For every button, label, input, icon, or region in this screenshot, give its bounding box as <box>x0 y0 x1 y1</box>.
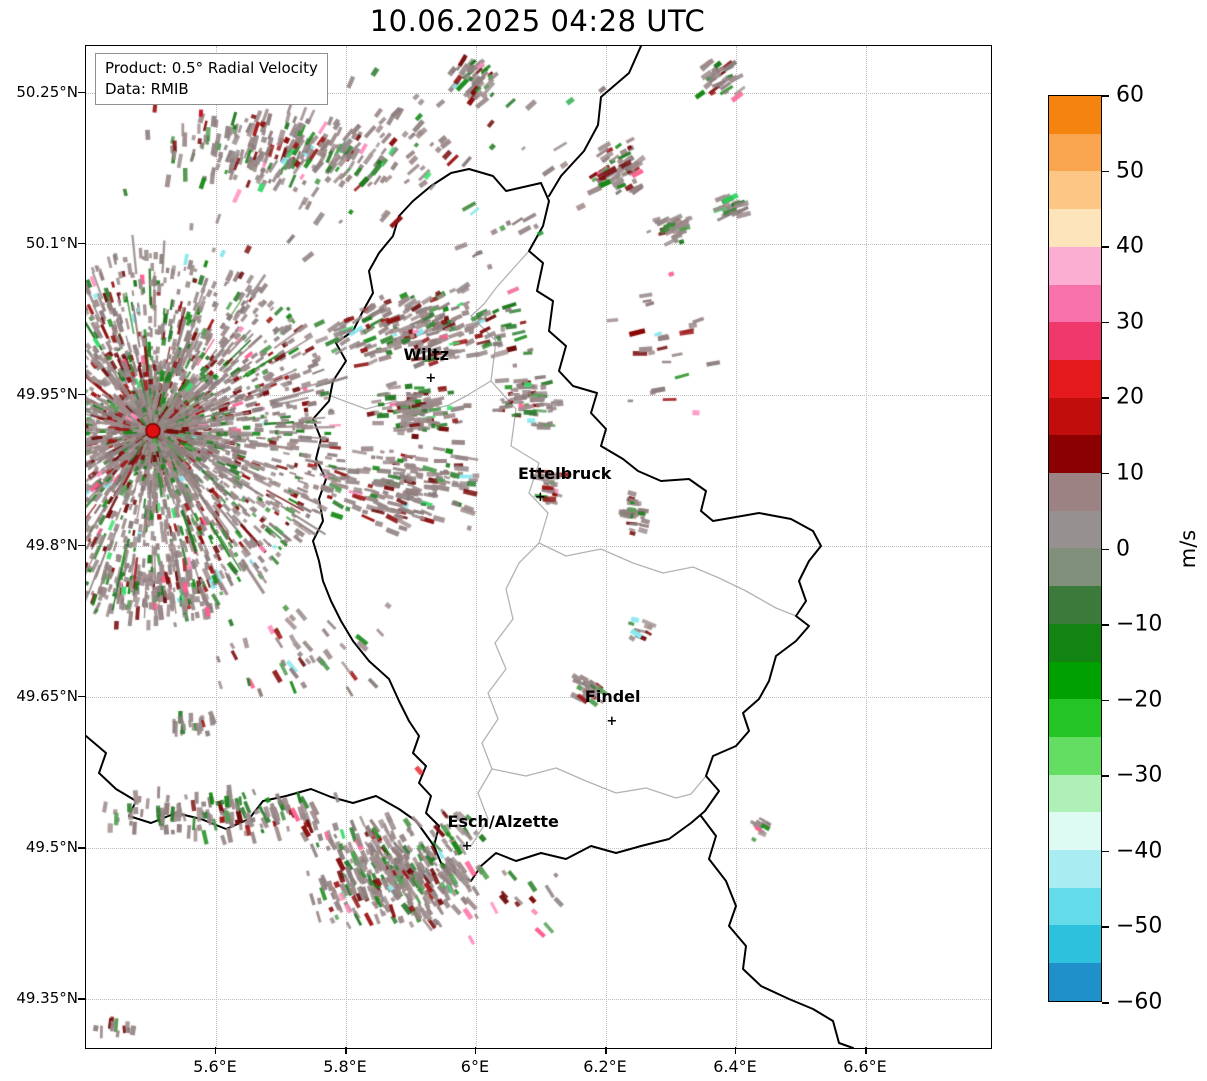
colorbar-segment <box>1049 510 1101 549</box>
colorbar-tick-mark <box>1102 397 1109 399</box>
city-label: Wiltz <box>403 344 450 364</box>
cities-layer: Wiltz + Ettelbruck + Findel + Esch/Alzette + <box>86 46 991 1048</box>
colorbar-tick-label: −40 <box>1116 838 1163 864</box>
colorbar-tick-mark <box>1102 170 1109 173</box>
colorbar-segment <box>1049 661 1101 700</box>
colorbar-tick-label: 0 <box>1116 536 1130 561</box>
y-tick-label: 49.8°N <box>25 535 78 554</box>
colorbar-segment <box>1049 623 1101 662</box>
x-tick-label: 6.2°E <box>583 1057 627 1076</box>
colorbar-segment <box>1049 548 1101 587</box>
y-tick-mark <box>78 91 85 94</box>
y-tick-mark <box>78 695 85 698</box>
city-marker-icon: + <box>534 489 546 505</box>
x-tick-label: 6°E <box>460 1057 490 1076</box>
figure-title: 10.06.2025 04:28 UTC <box>369 4 706 38</box>
y-tick-mark <box>78 544 85 547</box>
colorbar-segment <box>1049 284 1101 323</box>
y-tick-label: 50.1°N <box>25 233 78 252</box>
colorbar-segment <box>1049 209 1101 247</box>
colorbar-tick-label: −10 <box>1116 611 1163 637</box>
colorbar-tick-mark <box>1102 321 1109 324</box>
colorbar-tick-label: −50 <box>1116 913 1163 939</box>
colorbar-tick-label: 10 <box>1116 460 1144 486</box>
x-tick-label: 5.6°E <box>193 1057 237 1076</box>
x-tick-label: 5.8°E <box>323 1057 367 1076</box>
colorbar-tick-mark <box>1102 850 1109 853</box>
colorbar-unit-label: m/s <box>1176 529 1200 568</box>
colorbar-gradient <box>1048 95 1102 1002</box>
colorbar-tick-label: −60 <box>1116 989 1163 1015</box>
colorbar-segment <box>1049 963 1101 1001</box>
city-label: Ettelbruck <box>518 463 612 483</box>
colorbar-segment <box>1049 96 1101 134</box>
colorbar-segment <box>1049 171 1101 210</box>
y-tick-label: 49.5°N <box>25 838 78 856</box>
colorbar-tick-mark <box>1102 775 1109 777</box>
colorbar-tick-label: −20 <box>1116 687 1163 713</box>
colorbar-segment <box>1049 736 1101 775</box>
colorbar-tick-label: 20 <box>1116 384 1144 410</box>
x-tick-label: 6.4°E <box>713 1057 757 1076</box>
y-tick-mark <box>78 393 85 396</box>
colorbar-tick-label: 50 <box>1116 158 1144 184</box>
y-tick-mark <box>78 998 85 1000</box>
colorbar-tick-mark <box>1102 95 1109 97</box>
product-annotation: Product: 0.5° Radial Velocity Data: RMIB <box>95 53 328 105</box>
colorbar-segment <box>1049 435 1101 474</box>
city-label: Esch/Alzette <box>447 811 559 831</box>
colorbar-tick-label: 60 <box>1116 82 1144 108</box>
colorbar-segment <box>1049 887 1101 926</box>
colorbar: 60 50 40 30 20 10 0 −10 −20 −30 −40 −50 −60 m/s <box>1048 83 1206 1015</box>
colorbar-tick-mark <box>1102 624 1109 626</box>
colorbar-tick-mark <box>1102 1002 1109 1004</box>
colorbar-segment <box>1049 473 1101 511</box>
annotation-product-line: Product: 0.5° Radial Velocity <box>105 59 318 77</box>
colorbar-segment <box>1049 812 1101 851</box>
city-label: Findel <box>584 687 641 707</box>
colorbar-tick-label: 40 <box>1116 233 1144 259</box>
colorbar-segment <box>1049 925 1101 964</box>
colorbar-tick-mark <box>1102 472 1109 475</box>
colorbar-tick-mark <box>1102 548 1109 550</box>
colorbar-tick-mark <box>1102 699 1109 702</box>
y-tick-mark <box>78 847 85 849</box>
colorbar-segment <box>1049 850 1101 888</box>
map-plot: Wiltz + Ettelbruck + Findel + Esch/Alzette + Pr… <box>85 45 992 1049</box>
colorbar-segment <box>1049 322 1101 360</box>
colorbar-segment <box>1049 133 1101 172</box>
colorbar-segment <box>1049 699 1101 737</box>
city-marker-icon: + <box>606 714 618 730</box>
colorbar-segment <box>1049 586 1101 624</box>
colorbar-tick-mark <box>1102 926 1109 928</box>
colorbar-segment <box>1049 397 1101 436</box>
y-tick-label: 50.25°N <box>16 82 78 101</box>
city-marker-icon: + <box>425 370 437 386</box>
city-marker-icon: + <box>461 838 473 854</box>
y-tick-label: 49.35°N <box>16 989 78 1007</box>
colorbar-tick-label: 30 <box>1116 309 1144 335</box>
colorbar-segment <box>1049 246 1101 285</box>
colorbar-segment <box>1049 359 1101 398</box>
annotation-data-line: Data: RMIB <box>105 80 189 98</box>
colorbar-segment <box>1049 774 1101 813</box>
y-tick-mark <box>78 242 85 245</box>
y-tick-label: 49.95°N <box>16 384 78 403</box>
y-tick-label: 49.65°N <box>16 686 78 705</box>
colorbar-tick-label: −30 <box>1116 762 1163 788</box>
colorbar-tick-mark <box>1102 246 1109 248</box>
radar-echo-canvas <box>86 46 991 1048</box>
x-tick-label: 6.6°E <box>843 1057 887 1076</box>
